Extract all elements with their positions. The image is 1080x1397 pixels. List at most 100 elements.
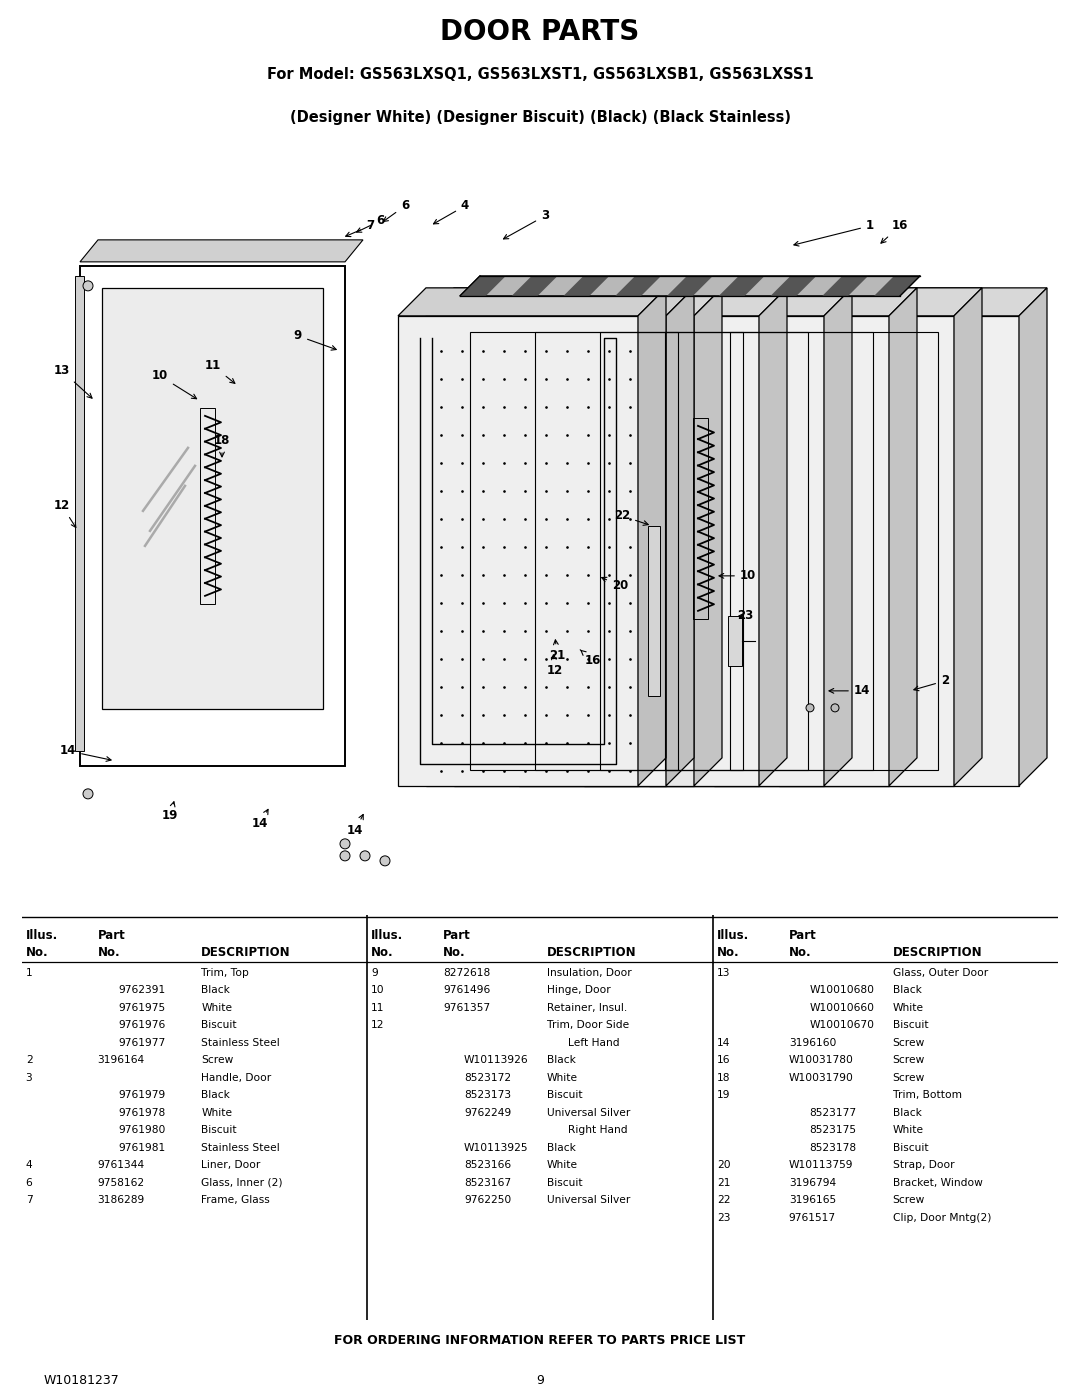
Text: 13: 13 [717,968,730,978]
Text: 21: 21 [717,1178,730,1187]
Text: 8523177: 8523177 [810,1108,856,1118]
Text: Black: Black [892,985,921,995]
Text: 9762249: 9762249 [464,1108,511,1118]
Text: Black: Black [546,1143,576,1153]
Text: No.: No. [97,946,120,960]
Text: 13: 13 [54,365,92,398]
Polygon shape [80,265,345,766]
Text: No.: No. [717,946,740,960]
Polygon shape [75,275,84,750]
Text: 8523172: 8523172 [464,1073,511,1083]
Text: 3186289: 3186289 [97,1196,145,1206]
Circle shape [806,704,814,712]
Text: Clip, Door Mntg(2): Clip, Door Mntg(2) [892,1213,990,1222]
Text: 16: 16 [717,1055,730,1065]
Text: 14: 14 [347,814,363,837]
Text: White: White [546,1073,578,1083]
Text: 4: 4 [433,200,469,224]
Text: For Model: GS563LXSQ1, GS563LXST1, GS563LXSB1, GS563LXSS1: For Model: GS563LXSQ1, GS563LXST1, GS563… [267,67,813,82]
Text: (Designer White) (Designer Biscuit) (Black) (Black Stainless): (Designer White) (Designer Biscuit) (Bla… [289,109,791,124]
Text: 10: 10 [719,570,756,583]
Text: W10031790: W10031790 [788,1073,853,1083]
Text: 8523178: 8523178 [810,1143,856,1153]
Text: 19: 19 [162,802,178,823]
Text: 19: 19 [717,1090,730,1101]
Text: No.: No. [372,946,394,960]
Polygon shape [564,275,609,296]
Polygon shape [102,288,323,708]
Polygon shape [714,316,954,787]
Text: 8523173: 8523173 [464,1090,511,1101]
Polygon shape [719,275,765,296]
Text: 20: 20 [602,577,629,592]
Text: 4: 4 [26,1161,32,1171]
Text: 7: 7 [26,1196,32,1206]
Polygon shape [889,288,917,787]
Text: 12: 12 [372,1020,384,1030]
Text: Left Hand: Left Hand [568,1038,619,1048]
Text: 9761978: 9761978 [119,1108,165,1118]
Text: 8523167: 8523167 [464,1178,511,1187]
Text: 14: 14 [252,809,268,830]
Text: DOOR PARTS: DOOR PARTS [441,18,639,46]
Text: Part: Part [97,929,125,942]
Text: Biscuit: Biscuit [892,1143,928,1153]
Text: FOR ORDERING INFORMATION REFER TO PARTS PRICE LIST: FOR ORDERING INFORMATION REFER TO PARTS … [335,1334,745,1347]
Text: W10010680: W10010680 [810,985,875,995]
Text: 10: 10 [372,985,384,995]
Circle shape [83,789,93,799]
Polygon shape [399,288,666,316]
Text: 22: 22 [717,1196,730,1206]
Text: No.: No. [443,946,465,960]
Text: 3196164: 3196164 [97,1055,145,1065]
Text: 9761977: 9761977 [119,1038,165,1048]
Text: 6: 6 [383,200,409,222]
Text: 7: 7 [346,219,374,236]
Text: Glass, Outer Door: Glass, Outer Door [892,968,988,978]
Circle shape [831,704,839,712]
Text: Right Hand: Right Hand [568,1125,627,1136]
Text: W10113759: W10113759 [788,1161,853,1171]
Text: 3196165: 3196165 [788,1196,836,1206]
Text: Liner, Door: Liner, Door [201,1161,260,1171]
Text: Handle, Door: Handle, Door [201,1073,271,1083]
Text: 11: 11 [205,359,234,383]
Text: 9761344: 9761344 [97,1161,145,1171]
Polygon shape [954,288,982,787]
Text: Biscuit: Biscuit [546,1178,582,1187]
Text: 12: 12 [54,499,76,528]
Text: 9761517: 9761517 [788,1213,836,1222]
Text: Part: Part [788,929,816,942]
Text: 3196794: 3196794 [788,1178,836,1187]
Text: 9: 9 [372,968,378,978]
Text: W10113925: W10113925 [464,1143,528,1153]
Text: Frame, Glass: Frame, Glass [201,1196,270,1206]
Text: 14: 14 [829,685,870,697]
Text: Illus.: Illus. [26,929,58,942]
Text: 8523175: 8523175 [810,1125,856,1136]
Text: 23: 23 [717,1213,730,1222]
Circle shape [360,851,370,861]
Text: Trim, Door Side: Trim, Door Side [546,1020,630,1030]
Text: Biscuit: Biscuit [201,1020,237,1030]
Polygon shape [638,288,666,787]
Text: W10010660: W10010660 [810,1003,875,1013]
Text: Screw: Screw [201,1055,233,1065]
Text: White: White [546,1161,578,1171]
Text: Part: Part [443,929,471,942]
Text: DESCRIPTION: DESCRIPTION [546,946,636,960]
Text: 10: 10 [152,369,197,398]
Polygon shape [80,240,363,261]
Text: 1: 1 [794,219,874,246]
Polygon shape [584,288,852,316]
Circle shape [340,851,350,861]
Text: Screw: Screw [892,1196,924,1206]
Polygon shape [1020,288,1047,787]
Text: 6: 6 [356,214,384,232]
Polygon shape [519,316,759,787]
Text: Hinge, Door: Hinge, Door [546,985,610,995]
Text: Biscuit: Biscuit [892,1020,928,1030]
Text: 9758162: 9758162 [97,1178,145,1187]
Text: 9762391: 9762391 [119,985,165,995]
Text: 3: 3 [26,1073,32,1083]
